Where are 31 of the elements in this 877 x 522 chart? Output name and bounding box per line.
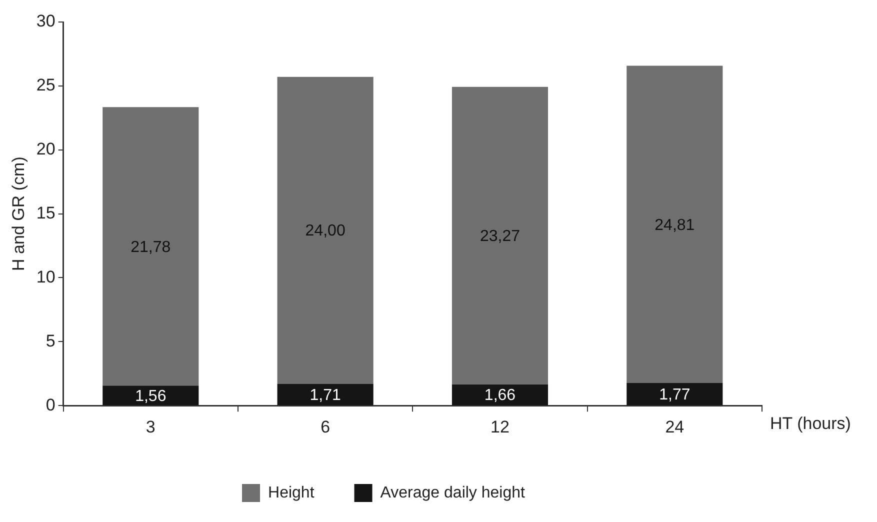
y-tick-label: 15	[36, 203, 56, 222]
bar	[452, 86, 548, 384]
data-label: 24,81	[654, 216, 695, 234]
y-tick-label: 25	[36, 76, 56, 95]
x-tick-label: 6	[320, 417, 330, 436]
data-label: 1,71	[310, 386, 341, 404]
data-label: 23,27	[480, 228, 520, 246]
bar	[277, 384, 374, 406]
y-tick-label: 10	[36, 267, 56, 286]
y-axis-title: H and GR (cm)	[8, 156, 28, 271]
data-label: 1,77	[659, 386, 690, 404]
data-label: 1,56	[135, 388, 166, 405]
data-label: 24,00	[305, 222, 346, 240]
x-tick-label: 12	[490, 417, 510, 436]
y-tick-label: 5	[46, 331, 56, 350]
x-axis-title: HT (hours)	[770, 414, 851, 433]
bar	[626, 66, 723, 383]
bar	[452, 384, 548, 406]
legend-label: Average daily height	[380, 484, 526, 502]
bar	[626, 382, 723, 406]
y-tick-label: 20	[36, 140, 56, 159]
bar	[102, 386, 199, 406]
data-label: 1,66	[484, 387, 516, 404]
legend-label: Height	[268, 484, 315, 502]
x-tick-label: 24	[665, 417, 684, 436]
y-tick-label: 0	[46, 395, 56, 414]
y-tick-label: 30	[36, 12, 56, 31]
x-tick-label: 3	[146, 417, 156, 436]
data-label: 21,78	[130, 238, 171, 256]
bar	[102, 107, 199, 386]
bar	[277, 76, 374, 384]
